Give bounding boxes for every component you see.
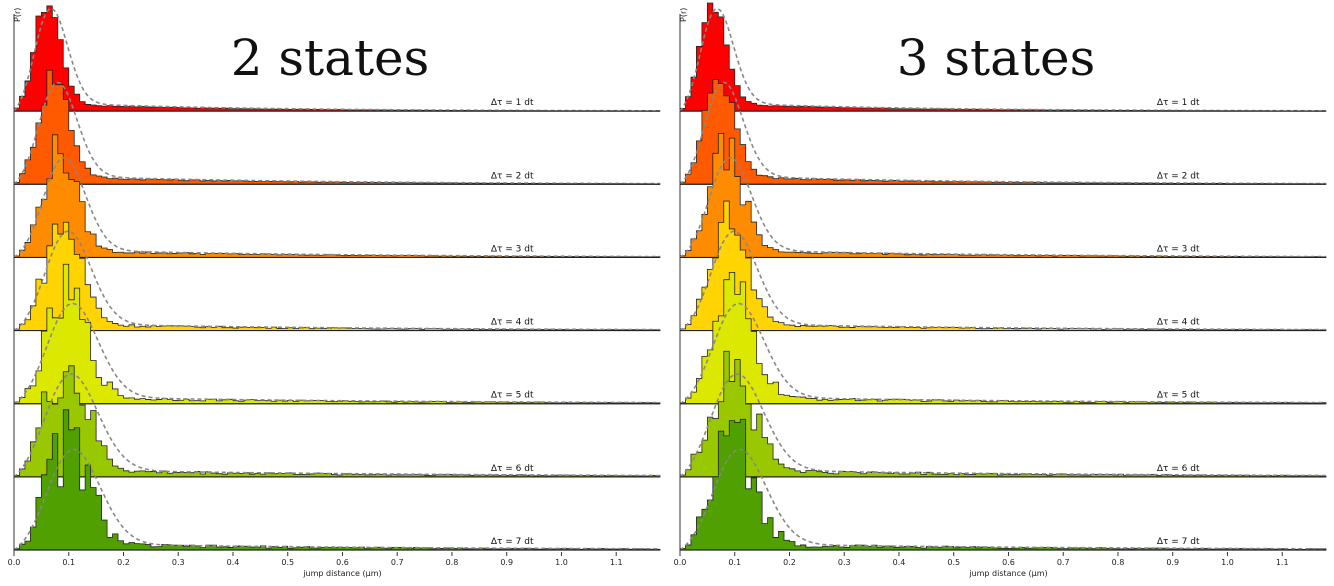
x-tick-label: 0.0	[674, 558, 687, 567]
fit-curve-1	[679, 7, 1327, 112]
histogram-2	[13, 69, 661, 185]
x-tick-label: 0.2	[117, 558, 130, 567]
lag-label-6: Δτ = 6 dt	[491, 464, 534, 474]
x-tick-label: 0.7	[391, 558, 404, 567]
lag-label-6: Δτ = 6 dt	[1157, 464, 1200, 474]
x-tick-label: 0.5	[281, 558, 294, 567]
fit-curve-4	[13, 230, 661, 332]
panel-title: 3 states	[897, 29, 1096, 87]
panel-2-states: P(r) 2 states Δτ = 1 dt Δτ = 2 dt Δτ = 3 dt Δ…	[8, 5, 661, 578]
histogram-2	[679, 79, 1327, 185]
histogram-7	[13, 409, 661, 551]
fit-curve-3	[13, 156, 661, 259]
panel-title: 2 states	[231, 29, 430, 87]
histogram-6	[679, 350, 1327, 478]
fit-curve-5	[13, 302, 661, 405]
y-axis-label: P(r)	[13, 8, 22, 22]
fit-curve-6	[13, 373, 661, 478]
lag-label-3: Δτ = 3 dt	[491, 244, 534, 254]
x-axis-label: jump distance (µm)	[968, 569, 1047, 578]
x-tick-label: 0.9	[500, 558, 513, 567]
lag-label-2: Δτ = 2 dt	[491, 171, 534, 181]
x-tick-label: 0.4	[227, 558, 240, 567]
x-tick-label: 1.0	[1221, 558, 1234, 567]
fit-curve-2	[13, 81, 661, 185]
x-tick-label: 1.1	[1276, 558, 1289, 567]
fit-curve-1	[13, 7, 661, 112]
lag-label-4: Δτ = 4 dt	[1157, 318, 1200, 328]
fit-curve-7	[679, 448, 1327, 551]
x-tick-label: 0.8	[446, 558, 459, 567]
histogram-3	[679, 132, 1327, 258]
lag-label-1: Δτ = 1 dt	[1157, 98, 1200, 108]
x-tick-label: 0.8	[1112, 558, 1125, 567]
x-tick-label: 0.2	[783, 558, 796, 567]
x-tick-label: 0.3	[838, 558, 851, 567]
lag-label-5: Δτ = 5 dt	[491, 391, 534, 401]
fit-curve-5	[679, 302, 1327, 405]
histogram-4	[679, 200, 1327, 331]
x-tick-label: 0.7	[1057, 558, 1070, 567]
x-tick-label: 0.3	[172, 558, 185, 567]
fit-curve-7	[13, 448, 661, 551]
x-tick-label: 0.6	[336, 558, 349, 567]
lag-label-4: Δτ = 4 dt	[491, 318, 534, 328]
x-tick-label: 0.9	[1166, 558, 1179, 567]
lag-label-3: Δτ = 3 dt	[1157, 244, 1200, 254]
x-tick-label: 0.6	[1002, 558, 1015, 567]
fit-curve-2	[679, 81, 1327, 185]
histogram-4	[13, 221, 661, 331]
fit-curve-6	[679, 373, 1327, 478]
lag-label-7: Δτ = 7 dt	[1157, 537, 1200, 547]
histogram-5	[679, 271, 1327, 405]
x-tick-label: 1.0	[555, 558, 568, 567]
x-tick-label: 0.4	[893, 558, 906, 567]
x-tick-label: 0.1	[728, 558, 741, 567]
fit-curve-4	[679, 230, 1327, 332]
histogram-5	[13, 263, 661, 405]
lag-label-7: Δτ = 7 dt	[491, 537, 534, 547]
x-tick-label: 1.1	[610, 558, 623, 567]
lag-label-2: Δτ = 2 dt	[1157, 171, 1200, 181]
x-tick-label: 0.5	[947, 558, 960, 567]
lag-label-5: Δτ = 5 dt	[1157, 391, 1200, 401]
panel-3-states: P(r) 3 states Δτ = 1 dt Δτ = 2 dt Δτ = 3 dt Δ…	[674, 2, 1327, 578]
lag-label-1: Δτ = 1 dt	[491, 98, 534, 108]
x-tick-label: 0.1	[62, 558, 75, 567]
x-tick-label: 0.0	[8, 558, 21, 567]
fit-curve-3	[679, 156, 1327, 259]
x-axis-label: jump distance (µm)	[302, 569, 381, 578]
y-axis-label: P(r)	[679, 8, 688, 22]
histogram-3	[13, 134, 661, 258]
